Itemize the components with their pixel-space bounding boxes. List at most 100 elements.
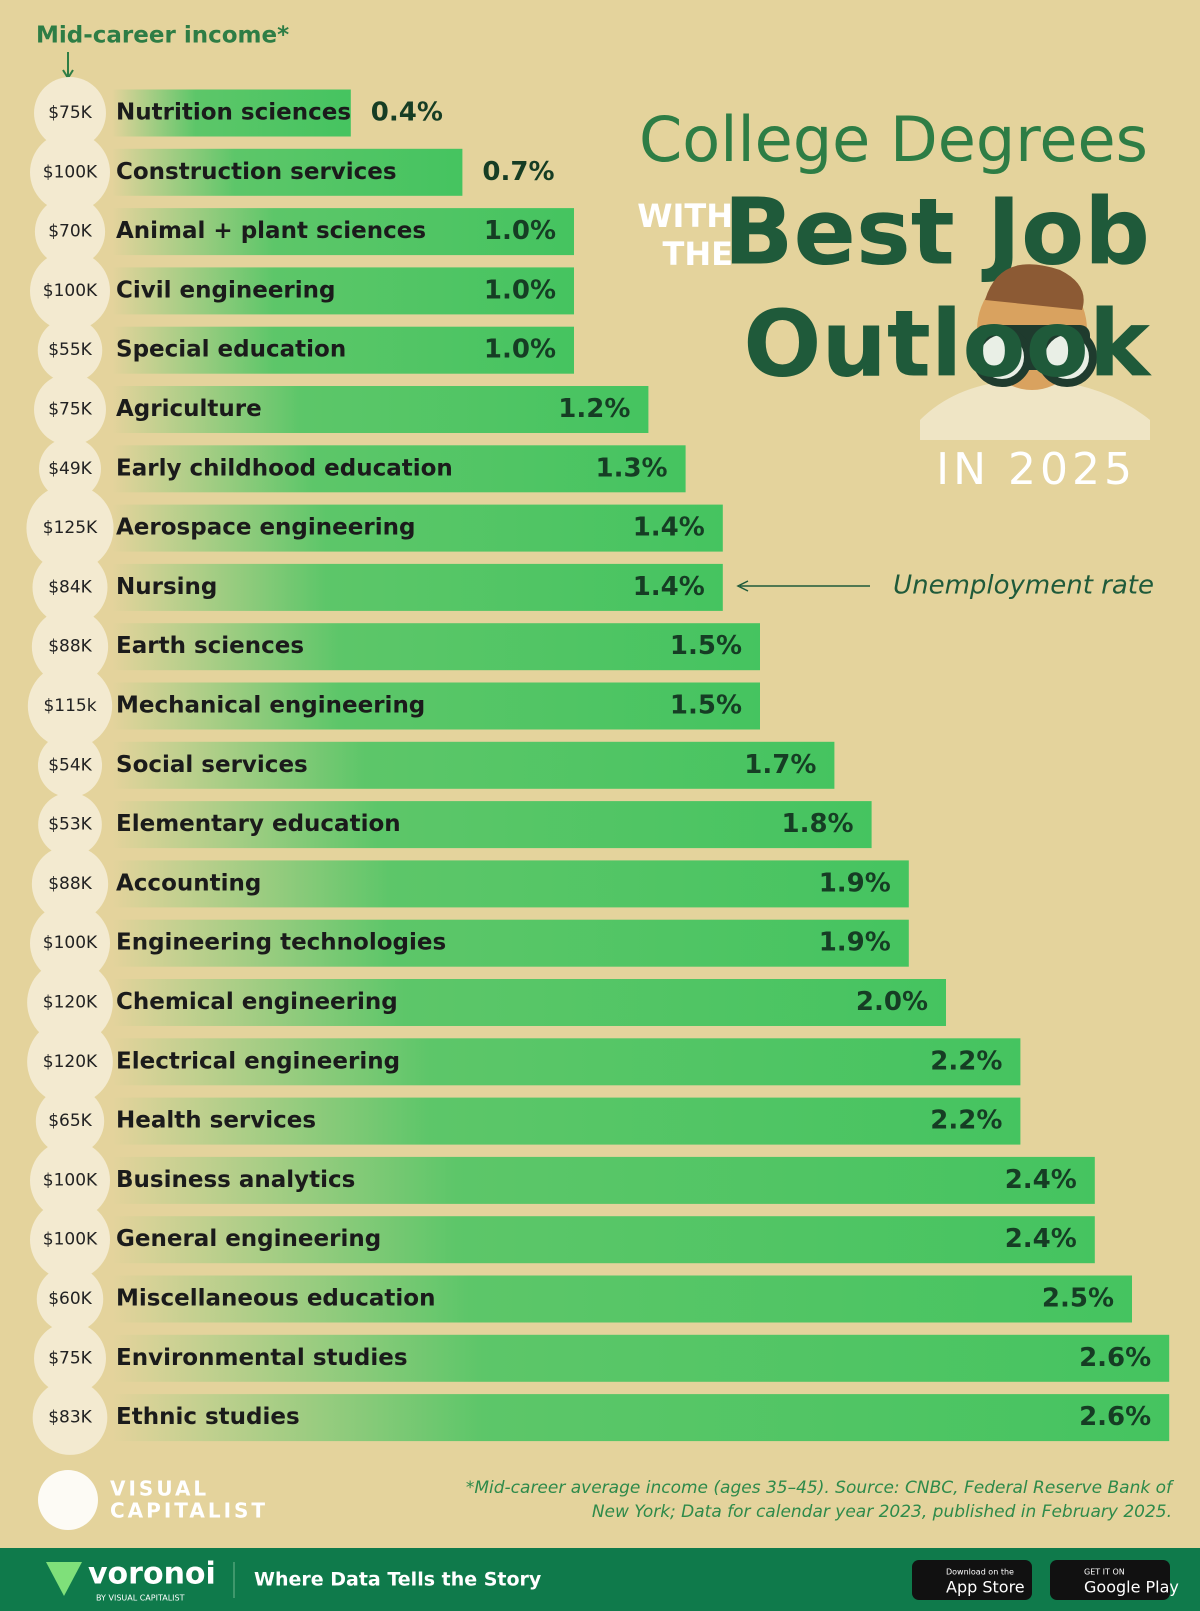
category-label: Accounting xyxy=(116,870,261,896)
income-header: Mid-career income* xyxy=(36,23,289,49)
google-play[interactable] xyxy=(1050,1560,1170,1600)
income-label: $100K xyxy=(43,162,98,182)
bar xyxy=(112,208,574,256)
income-bubble xyxy=(30,903,110,984)
google-play-small: GET IT ON xyxy=(1084,1568,1125,1577)
income-bubble xyxy=(27,959,113,1046)
voronoi-logo xyxy=(46,1562,82,1596)
category-label: Social services xyxy=(116,752,308,778)
bar xyxy=(112,504,723,552)
bar xyxy=(112,741,835,789)
bar xyxy=(112,1097,1021,1145)
income-bubble xyxy=(38,792,102,857)
app-store-small: Download on the xyxy=(946,1568,1014,1577)
google-play-big: Google Play xyxy=(1084,1578,1179,1597)
voronoi-name: voronoi xyxy=(88,1557,216,1592)
illustration xyxy=(920,264,1150,440)
title-with: WITH xyxy=(637,197,733,235)
bar xyxy=(112,89,351,137)
title-year: IN 2025 xyxy=(936,444,1136,495)
income-bubble xyxy=(30,250,110,331)
category-label: Nutrition sciences xyxy=(116,100,351,126)
income-label: $125K xyxy=(43,518,98,538)
income-bubble xyxy=(34,1322,106,1395)
income-bubble xyxy=(31,845,109,923)
income-bubble xyxy=(30,132,110,213)
category-label: Engineering technologies xyxy=(116,930,446,956)
income-label: $84K xyxy=(48,577,92,597)
category-label: Electrical engineering xyxy=(116,1048,400,1074)
bar xyxy=(112,623,760,671)
category-label: Health services xyxy=(116,1108,316,1134)
income-bubble xyxy=(31,608,109,685)
income-label: $100K xyxy=(43,1170,98,1190)
footnote: *Mid-career average income (ages 35–45).… xyxy=(466,1478,1175,1498)
category-label: Aerospace engineering xyxy=(116,515,415,541)
footnote: New York; Data for calendar year 2023, p… xyxy=(592,1502,1172,1522)
bar xyxy=(112,563,723,611)
value-label: 0.7% xyxy=(482,157,554,187)
value-label: 1.9% xyxy=(819,928,891,958)
value-label: 1.3% xyxy=(595,453,667,483)
bar xyxy=(112,148,463,196)
income-label: $65K xyxy=(48,1111,92,1131)
category-label: Chemical engineering xyxy=(116,989,398,1015)
category-label: Early childhood education xyxy=(116,455,453,481)
bar xyxy=(112,445,686,493)
category-label: Construction services xyxy=(116,159,397,185)
category-label: General engineering xyxy=(116,1226,381,1252)
income-label: $88K xyxy=(48,874,92,894)
category-label: Earth sciences xyxy=(116,633,304,659)
title-the: THE xyxy=(663,235,733,273)
category-label: Miscellaneous education xyxy=(116,1286,435,1312)
app-store[interactable] xyxy=(912,1560,1032,1600)
income-bubble xyxy=(32,549,108,625)
category-label: Ethnic studies xyxy=(116,1404,300,1430)
income-bubble xyxy=(39,437,101,500)
income-label: $100K xyxy=(43,281,98,301)
income-label: $55K xyxy=(48,340,92,360)
value-label: 1.8% xyxy=(781,809,853,839)
category-label: Mechanical engineering xyxy=(116,693,425,719)
value-label: 2.6% xyxy=(1079,1402,1151,1432)
bar xyxy=(112,1334,1170,1382)
value-label: 2.4% xyxy=(1005,1224,1077,1254)
category-label: Special education xyxy=(116,337,346,363)
income-label: $70K xyxy=(48,222,92,242)
bar xyxy=(112,979,946,1026)
app-store-big: App Store xyxy=(946,1578,1025,1597)
annotation: Unemployment rate xyxy=(893,571,1154,601)
income-label: $115k xyxy=(43,696,96,716)
income-label: $75K xyxy=(48,1348,92,1368)
income-label: $88K xyxy=(48,637,92,657)
category-label: Environmental studies xyxy=(116,1345,408,1371)
value-label: 1.4% xyxy=(633,513,705,543)
value-label: 2.2% xyxy=(930,1106,1002,1136)
category-label: Animal + plant sciences xyxy=(116,218,426,244)
title-line2: Best Job xyxy=(723,178,1150,285)
value-label: 1.0% xyxy=(484,335,556,365)
income-bubble xyxy=(37,733,103,798)
category-label: Civil engineering xyxy=(116,277,336,303)
income-label: $75K xyxy=(48,400,92,420)
income-label: $54K xyxy=(48,755,92,775)
income-label: $120K xyxy=(43,993,98,1013)
vc-name: VISUAL xyxy=(110,1477,209,1501)
income-bubble xyxy=(34,373,106,446)
value-label: 1.4% xyxy=(633,572,705,602)
voronoi-by: BY VISUAL CAPITALIST xyxy=(96,1594,185,1603)
income-bubble xyxy=(32,1380,108,1455)
value-label: 2.6% xyxy=(1079,1343,1151,1373)
annotation-arrow-head xyxy=(736,580,749,592)
bar xyxy=(112,860,909,908)
income-bubble xyxy=(30,1140,110,1221)
category-label: Business analytics xyxy=(116,1167,355,1193)
income-label: $75K xyxy=(48,103,92,123)
income-bubble xyxy=(27,1018,113,1105)
income-label: $60K xyxy=(48,1289,92,1309)
income-bubble xyxy=(26,484,114,572)
category-label: Agriculture xyxy=(116,396,262,422)
income-label: $120K xyxy=(43,1052,98,1072)
income-label: $100K xyxy=(43,933,98,953)
